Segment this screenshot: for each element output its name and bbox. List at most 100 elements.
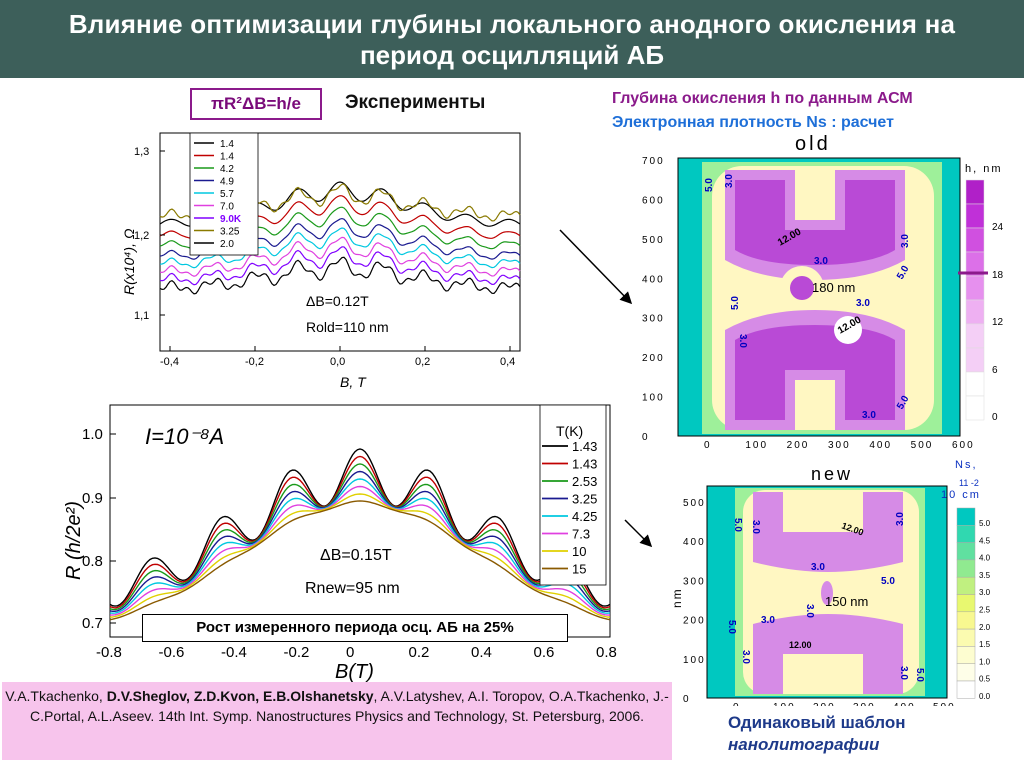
top-annotation-r: Rold=110 nm [306,319,389,335]
new-scale-tick: 0.0 [979,692,991,701]
top-annotation-db: ΔB=0.12T [306,293,369,309]
svg-text:3.0: 3.0 [804,604,815,618]
bottom-legend: 1.43 1.43 2.53 3.25 4.25 7.3 10 15 [542,439,597,577]
old-map-xtick: 600 [952,440,975,451]
top-legend: 1.41.44.24.95.77.09.0K3.252.0 [194,139,242,250]
old-scale-cell [965,347,985,373]
bottom-xlabel: B(T) [335,661,374,682]
new-scale-cell [956,525,976,543]
new-map-xtick: 200 [813,702,836,706]
new-scale-cell [956,646,976,664]
same-template-line1: Одинаковый шаблон [728,713,906,732]
new-scale-tick: 4.0 [979,554,991,563]
top-legend-entry: 4.2 [220,164,234,175]
bottom-chart: -0.8 -0.6 -0.4 -0.2 0 0.2 0.4 0.6 0.8 1.0 0.9 0.8 0… [63,404,617,682]
references-post: , A.V.Latyshev, A.I. Toropov, O.A.Tkache… [30,688,669,724]
top-ytick: 1,1 [134,310,149,322]
bottom-chart-series [109,448,611,621]
old-scale-cell [965,323,985,349]
top-ytick: 1,3 [134,146,149,158]
svg-text:3.0: 3.0 [737,334,748,348]
new-scale-cell [956,663,976,682]
bottom-legend-entry: 1.43 [572,457,597,472]
old-map-ytick: 100 [642,393,665,404]
new-map-xtick: 300 [853,702,876,706]
svg-text:3.0: 3.0 [900,234,911,248]
new-map-xtick: 500 [933,702,956,706]
top-xtick: -0,4 [160,356,179,368]
svg-text:5.0: 5.0 [726,620,737,634]
top-legend-frame [189,132,259,256]
arrows [559,229,653,548]
new-scale-cell [956,611,976,630]
old-map-ytick: 700 [642,156,665,167]
top-legend-entry: 1.4 [220,139,234,150]
new-map-ytick: 100 [683,655,706,666]
new-map-xtick: 400 [893,702,916,706]
bottom-series-1 [109,455,611,609]
bottom-xtick: -0.2 [284,644,310,661]
bottom-series-4 [109,478,611,614]
new-map-diam: 150 nm [825,594,868,609]
old-map-ytick: 400 [642,274,665,285]
old-map-title: old [795,133,831,155]
new-scale-cell [956,542,976,561]
bottom-current: I=10⁻⁸A [145,424,224,449]
arrow-to-old-map [559,229,633,305]
svg-text:5.0: 5.0 [732,518,743,532]
new-scale-tick: 3.0 [979,588,991,597]
bottom-legend-entry: 3.25 [572,492,597,507]
top-ytick: 1,2 [134,230,149,242]
old-scale-cell [965,227,985,253]
svg-text:5.0: 5.0 [730,296,741,310]
top-legend-entry: 3.25 [220,227,240,238]
new-scale-tick: 4.5 [979,536,991,545]
bottom-legend-entry: 10 [572,544,586,559]
old-scale-title: h, nm [965,163,1003,175]
old-scale-cell [965,203,985,229]
experiments-label: Эксперименты [345,92,486,113]
new-scale-tick: 0.5 [979,675,991,684]
old-map-xtick: 0 [704,440,712,451]
bottom-legend-frame [539,404,607,586]
svg-text:3.0: 3.0 [895,512,906,526]
top-series-5 [159,236,521,277]
top-xtick: 0,4 [500,356,515,368]
new-map-ytick: 300 [683,576,706,587]
bottom-annotation-db: ΔB=0.15T [320,547,392,564]
top-series-6 [159,246,521,286]
bottom-xtick: 0 [346,644,354,661]
bottom-series-2 [109,463,611,611]
old-scale-cell [965,299,985,325]
svg-text:5.0: 5.0 [914,668,925,682]
new-scale-cell [956,507,976,526]
top-legend-entry: 5.7 [220,189,234,200]
references-bold: D.V.Sheglov, Z.D.Kvon, E.B.Olshanetsky [106,688,374,704]
bottom-legend-entry: 2.53 [572,474,597,489]
old-scale-tick: 24 [992,222,1004,233]
old-scale-cell [965,179,985,205]
old-scale-tick: 0 [992,412,998,423]
growth-note: Рост измеренного периода осц. АБ на 25% [142,614,568,642]
slide-title-line2: период осцилляций АБ [359,40,665,70]
bottom-legend-entry: 7.3 [572,527,590,542]
bottom-xtick: 0.4 [471,644,492,661]
same-template-line2: нанолитографии [728,735,880,754]
new-scale-cell [956,576,976,595]
new-map-ylabel: nm [670,587,684,608]
new-map-ytick: 400 [683,537,706,548]
new-scale-tick: 2.5 [979,606,991,615]
bottom-ytick: 0.9 [82,490,103,507]
bottom-legend-entry: 1.43 [572,439,597,454]
new-scale-cell [956,628,976,647]
new-map-xtick: 100 [773,702,796,706]
old-map-xtick: 100 [745,440,768,451]
bottom-series-0 [109,448,611,607]
bottom-series-3 [109,470,611,612]
bottom-xtick: -0.8 [96,644,122,661]
old-map-diam: 180 nm [812,280,855,295]
new-scale-cell [956,594,976,613]
title-bar: Влияние оптимизации глубины локального а… [0,0,1024,78]
same-template-note: Одинаковый шаблон нанолитографии [728,712,906,756]
depth-label: Глубина окисления h по данным АСМ [612,90,913,107]
